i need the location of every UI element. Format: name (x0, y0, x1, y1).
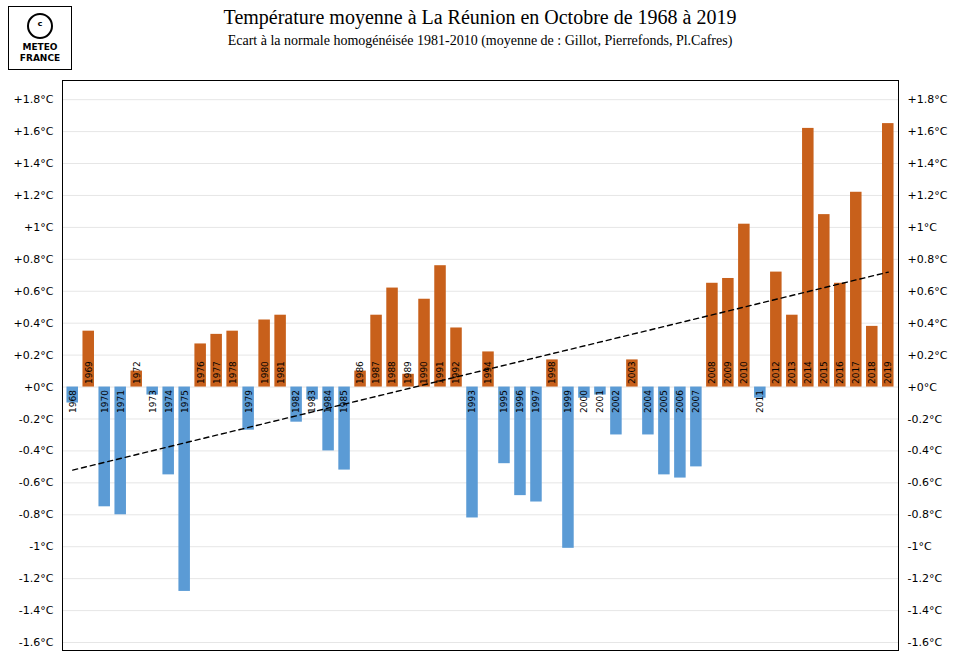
svg-text:1971: 1971 (116, 390, 126, 413)
svg-text:+1.4°C: +1.4°C (908, 157, 948, 170)
svg-text:2002: 2002 (611, 390, 621, 413)
svg-text:+0.4°C: +0.4°C (908, 317, 948, 330)
svg-text:1970: 1970 (100, 390, 110, 413)
svg-text:+1.2°C: +1.2°C (14, 189, 54, 202)
svg-text:-1°C: -1°C (29, 540, 53, 553)
svg-text:1979: 1979 (244, 390, 254, 413)
html-text:Température moyenne à La Réuni: Température moyenne à La Réunion en Octo… (223, 6, 737, 28)
svg-text:-1.2°C: -1.2°C (908, 572, 943, 585)
svg-text:-0.4°C: -0.4°C (19, 444, 54, 457)
svg-text:2008: 2008 (707, 361, 717, 384)
svg-text:2005: 2005 (659, 390, 669, 413)
svg-text:+0°C: +0°C (908, 381, 938, 394)
svg-text:2007: 2007 (691, 390, 701, 413)
svg-text:1973: 1973 (148, 390, 158, 413)
svg-text:2017: 2017 (851, 361, 861, 384)
svg-text:1994: 1994 (483, 361, 493, 384)
svg-text:1975: 1975 (180, 390, 190, 413)
svg-text:2018: 2018 (867, 361, 877, 384)
svg-text:+0.4°C: +0.4°C (14, 317, 54, 330)
html-text:ᶜ: ᶜ (37, 18, 43, 33)
svg-text:-0.6°C: -0.6°C (19, 476, 54, 489)
svg-text:2013: 2013 (787, 361, 797, 384)
svg-text:2019: 2019 (883, 361, 893, 384)
svg-text:2000: 2000 (579, 390, 589, 413)
html-text:Ecart à la normale homogénéisé: Ecart à la normale homogénéisée 1981-201… (227, 33, 733, 48)
svg-text:1988: 1988 (387, 361, 397, 384)
svg-text:+0°C: +0°C (24, 381, 54, 394)
svg-text:+1°C: +1°C (24, 221, 54, 234)
svg-text:1978: 1978 (228, 361, 238, 384)
svg-text:-1°C: -1°C (908, 540, 932, 553)
svg-text:-0.8°C: -0.8°C (908, 508, 943, 521)
svg-text:-0.8°C: -0.8°C (19, 508, 54, 521)
svg-text:1986: 1986 (355, 361, 365, 384)
html-text:METEO: METEO (22, 41, 58, 52)
svg-text:2001: 2001 (595, 390, 605, 413)
svg-text:1995: 1995 (499, 390, 509, 413)
svg-text:+0.2°C: +0.2°C (908, 349, 948, 362)
svg-text:-1.6°C: -1.6°C (908, 636, 943, 649)
svg-text:1985: 1985 (339, 390, 349, 413)
svg-text:1998: 1998 (547, 361, 557, 384)
svg-text:1982: 1982 (291, 390, 301, 413)
svg-text:-1.4°C: -1.4°C (908, 604, 943, 617)
svg-text:+0.8°C: +0.8°C (14, 253, 54, 266)
svg-text:2011: 2011 (755, 390, 765, 413)
svg-text:1991: 1991 (435, 361, 446, 385)
svg-text:1972: 1972 (132, 361, 142, 384)
svg-text:2010: 2010 (739, 361, 749, 384)
svg-text:1977: 1977 (212, 361, 222, 384)
svg-text:1974: 1974 (164, 390, 174, 413)
svg-text:+1.8°C: +1.8°C (908, 93, 948, 106)
svg-text:1969: 1969 (84, 361, 94, 384)
svg-text:1993: 1993 (467, 390, 477, 413)
svg-text:1981: 1981 (275, 361, 285, 384)
svg-text:1984: 1984 (323, 390, 333, 413)
svg-text:-0.2°C: -0.2°C (19, 413, 54, 426)
svg-text:+0.8°C: +0.8°C (908, 253, 948, 266)
svg-text:+0.6°C: +0.6°C (908, 285, 948, 298)
svg-text:2016: 2016 (835, 361, 845, 384)
svg-text:1999: 1999 (563, 390, 573, 413)
svg-text:2015: 2015 (819, 361, 829, 384)
svg-text:1992: 1992 (451, 361, 461, 384)
svg-text:1996: 1996 (515, 390, 525, 413)
svg-text:+0.2°C: +0.2°C (14, 349, 54, 362)
svg-text:1989: 1989 (403, 361, 413, 384)
svg-text:1997: 1997 (531, 390, 541, 413)
svg-text:-1.4°C: -1.4°C (19, 604, 54, 617)
svg-text:+1.8°C: +1.8°C (14, 93, 54, 106)
svg-text:-1.2°C: -1.2°C (19, 572, 54, 585)
svg-text:2003: 2003 (627, 361, 637, 384)
svg-text:2006: 2006 (675, 390, 685, 413)
svg-text:-0.4°C: -0.4°C (908, 444, 943, 457)
svg-text:1980: 1980 (260, 361, 270, 384)
svg-text:1976: 1976 (196, 361, 206, 384)
svg-text:1990: 1990 (419, 361, 429, 384)
svg-text:1983: 1983 (307, 390, 317, 413)
html-text:FRANCE: FRANCE (19, 52, 61, 63)
svg-text:+1.2°C: +1.2°C (908, 189, 948, 202)
svg-text:-0.2°C: -0.2°C (908, 413, 943, 426)
svg-text:+1.6°C: +1.6°C (908, 125, 948, 138)
svg-text:+0.6°C: +0.6°C (14, 285, 54, 298)
svg-text:+1.4°C: +1.4°C (14, 157, 54, 170)
svg-text:-0.6°C: -0.6°C (908, 476, 943, 489)
svg-text:2014: 2014 (803, 361, 813, 384)
svg-text:1987: 1987 (371, 361, 381, 384)
svg-text:1968: 1968 (68, 390, 78, 413)
svg-text:2012: 2012 (771, 361, 781, 384)
svg-text:+1°C: +1°C (908, 221, 938, 234)
svg-text:2009: 2009 (723, 361, 733, 384)
svg-text:-1.6°C: -1.6°C (19, 636, 54, 649)
svg-text:2004: 2004 (643, 390, 653, 413)
svg-text:+1.6°C: +1.6°C (14, 125, 54, 138)
